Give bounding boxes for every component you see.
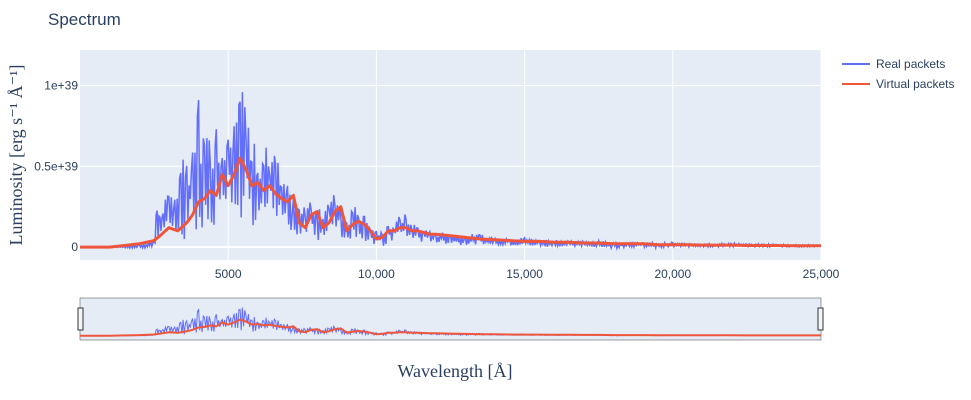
- legend-item-virtual-packets[interactable]: Virtual packets: [842, 77, 955, 91]
- x-tick-label: 10,000: [358, 267, 395, 281]
- legend-label-real-packets: Real packets: [876, 57, 945, 71]
- range-slider-right-handle[interactable]: [817, 307, 824, 331]
- x-tick-label: 5000: [215, 267, 242, 281]
- series-line-virtual-packets: [80, 156, 821, 249]
- y-tick-label: 0: [71, 240, 78, 254]
- range-slider-traces: [80, 307, 821, 337]
- chart-title: Spectrum: [48, 10, 121, 29]
- legend-item-real-packets[interactable]: Real packets: [842, 57, 945, 71]
- y-tick-labels: 0 0.5e+39 1e+39: [34, 79, 78, 255]
- legend-label-virtual-packets: Virtual packets: [876, 77, 955, 91]
- slider-line-virtual-packets: [80, 318, 821, 337]
- x-tick-label: 20,000: [654, 267, 691, 281]
- range-slider-left-handle[interactable]: [77, 307, 84, 331]
- x-tick-label: 25,000: [803, 267, 840, 281]
- y-tick-label: 1e+39: [44, 79, 78, 93]
- y-tick-label: 0.5e+39: [34, 159, 78, 173]
- x-axis-title: Wavelength [Å]: [397, 361, 512, 381]
- x-tick-label: 15,000: [506, 267, 543, 281]
- plot-area[interactable]: [80, 50, 821, 260]
- x-tick-labels: 5000 10,000 15,000 20,000 25,000: [215, 267, 840, 281]
- legend: Real packets Virtual packets: [842, 57, 955, 91]
- main-traces: [80, 92, 821, 252]
- y-axis-title: Luminosity [erg s⁻¹ Å⁻¹]: [6, 65, 26, 246]
